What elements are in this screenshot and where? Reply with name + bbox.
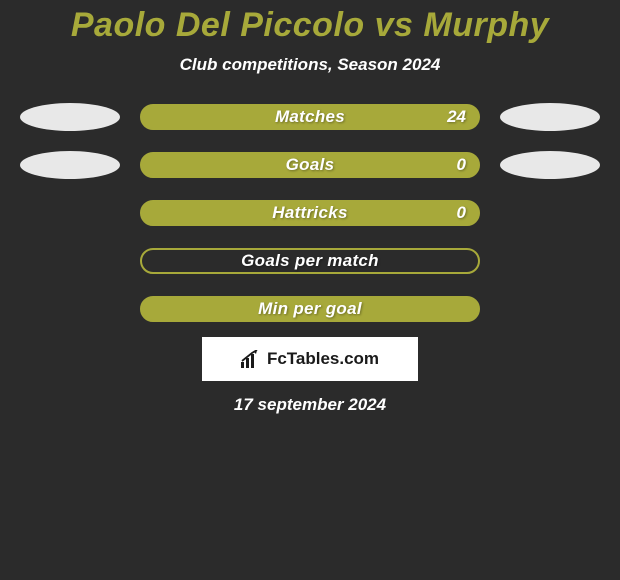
- page-subtitle: Club competitions, Season 2024: [0, 55, 620, 75]
- stat-value: 0: [457, 155, 466, 175]
- stat-value: 0: [457, 203, 466, 223]
- stat-row: Goals 0: [0, 151, 620, 179]
- stat-rows: Matches 24 Goals 0 Hattricks 0 Goals per match…: [0, 103, 620, 323]
- stat-label: Matches: [275, 107, 345, 127]
- stat-label: Min per goal: [258, 299, 362, 319]
- stat-bar: Goals per match: [140, 248, 480, 274]
- stat-bar: Goals 0: [140, 152, 480, 178]
- spacer: [20, 295, 120, 323]
- stat-label: Goals: [286, 155, 335, 175]
- page-title: Paolo Del Piccolo vs Murphy: [0, 0, 620, 45]
- stat-label: Goals per match: [241, 251, 379, 271]
- stat-bar: Hattricks 0: [140, 200, 480, 226]
- right-ellipse: [500, 151, 600, 179]
- stat-row: Goals per match: [0, 247, 620, 275]
- left-ellipse: [20, 103, 120, 131]
- spacer: [20, 247, 120, 275]
- stat-row: Hattricks 0: [0, 199, 620, 227]
- right-ellipse: [500, 103, 600, 131]
- brand-box: FcTables.com: [202, 337, 418, 381]
- stat-value: 24: [447, 107, 466, 127]
- spacer: [500, 295, 600, 323]
- spacer: [20, 199, 120, 227]
- chart-icon: [241, 350, 261, 368]
- spacer: [500, 247, 600, 275]
- brand-text: FcTables.com: [267, 349, 379, 369]
- stat-row: Matches 24: [0, 103, 620, 131]
- stat-bar: Min per goal: [140, 296, 480, 322]
- date-label: 17 september 2024: [0, 395, 620, 415]
- spacer: [500, 199, 600, 227]
- stat-bar: Matches 24: [140, 104, 480, 130]
- left-ellipse: [20, 151, 120, 179]
- stat-label: Hattricks: [272, 203, 347, 223]
- stat-row: Min per goal: [0, 295, 620, 323]
